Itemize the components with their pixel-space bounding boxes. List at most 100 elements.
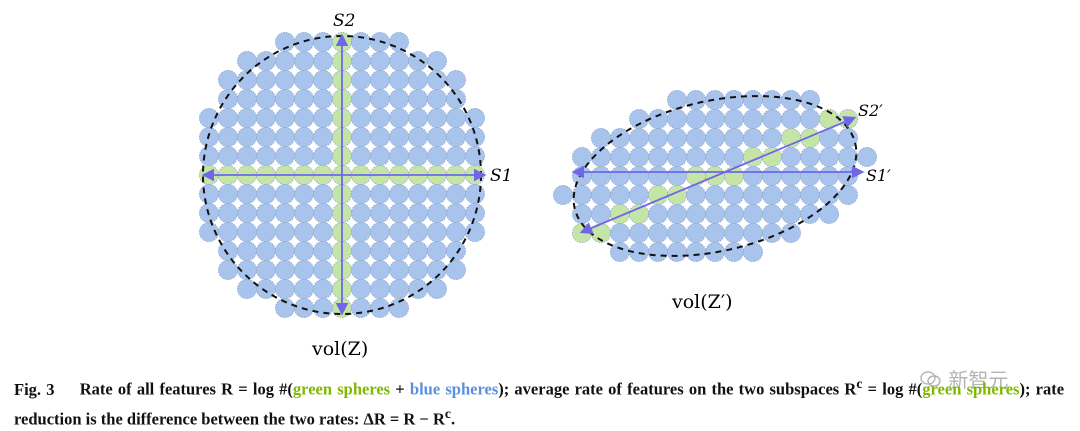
blue-sphere (388, 202, 409, 223)
blue-sphere (591, 127, 612, 148)
blue-sphere (236, 51, 257, 72)
blue-sphere (388, 108, 409, 129)
blue-sphere (407, 183, 428, 204)
blue-sphere (388, 278, 409, 299)
caption-rc-superscript-2: c (444, 405, 451, 421)
blue-sphere (426, 145, 447, 166)
blue-sphere (610, 165, 631, 186)
blue-sphere (293, 278, 314, 299)
blue-sphere (724, 127, 745, 148)
blue-sphere (217, 127, 238, 148)
blue-sphere (464, 127, 485, 148)
blue-sphere (236, 89, 257, 110)
blue-sphere (686, 109, 707, 130)
caption-plus: + (390, 379, 410, 399)
blue-sphere (350, 127, 371, 148)
blue-sphere (312, 240, 333, 261)
blue-sphere (369, 259, 390, 280)
blue-sphere (648, 222, 669, 243)
blue-sphere (198, 145, 219, 166)
blue-sphere (762, 203, 783, 224)
blue-sphere (350, 221, 371, 242)
blue-sphere (800, 165, 821, 186)
blue-sphere (369, 145, 390, 166)
blue-sphere (610, 241, 631, 262)
blue-sphere (838, 165, 859, 186)
green-sphere (686, 165, 707, 186)
blue-sphere (407, 127, 428, 148)
blue-sphere (388, 240, 409, 261)
left-sphere-packing-diagram: S2 S1 vol(Z) (198, 11, 512, 360)
blue-sphere (705, 241, 726, 262)
blue-sphere (762, 165, 783, 186)
blue-sphere (293, 145, 314, 166)
blue-sphere (781, 222, 802, 243)
blue-sphere (762, 90, 783, 111)
blue-sphere (648, 127, 669, 148)
blue-sphere (274, 278, 295, 299)
blue-sphere (217, 145, 238, 166)
blue-sphere (800, 184, 821, 205)
blue-sphere (686, 222, 707, 243)
blue-sphere (198, 183, 219, 204)
blue-sphere (610, 146, 631, 167)
blue-sphere (407, 221, 428, 242)
blue-sphere (293, 202, 314, 223)
blue-sphere (819, 165, 840, 186)
caption-tail: . (450, 409, 456, 428)
right-s1-label: S1′ (866, 166, 891, 185)
blue-sphere (445, 240, 466, 261)
blue-sphere (388, 127, 409, 148)
blue-sphere (610, 184, 631, 205)
watermark-text: 新智元 (948, 368, 1009, 392)
blue-sphere (686, 146, 707, 167)
blue-sphere (388, 183, 409, 204)
caption-rc-superscript: c (856, 376, 863, 391)
blue-sphere (255, 259, 276, 280)
blue-sphere (388, 70, 409, 91)
blue-sphere (350, 70, 371, 91)
blue-sphere (838, 146, 859, 167)
blue-sphere (293, 183, 314, 204)
blue-sphere (350, 51, 371, 72)
blue-sphere (407, 145, 428, 166)
green-sphere (648, 184, 669, 205)
blue-sphere (350, 145, 371, 166)
caption-rate-eq: R = log #( (221, 379, 293, 399)
blue-sphere (800, 146, 821, 167)
blue-sphere (743, 222, 764, 243)
blue-sphere (407, 70, 428, 91)
wechat-icon (920, 370, 941, 387)
blue-sphere (369, 51, 390, 72)
blue-sphere (350, 183, 371, 204)
blue-sphere (407, 108, 428, 129)
blue-sphere (350, 259, 371, 280)
blue-sphere (743, 241, 764, 262)
right-axis-s2 (579, 116, 857, 234)
blue-sphere (762, 184, 783, 205)
green-sphere (572, 222, 593, 243)
blue-sphere (312, 259, 333, 280)
blue-sphere (388, 145, 409, 166)
blue-sphere (572, 165, 593, 186)
caption-text-1: Rate of all features (79, 379, 216, 399)
caption-green-spheres: green spheres (292, 379, 391, 399)
left-s1-label: S1 (490, 166, 512, 186)
blue-sphere (388, 259, 409, 280)
blue-sphere (255, 127, 276, 148)
blue-sphere (819, 203, 840, 224)
blue-sphere (686, 127, 707, 148)
blue-sphere (293, 89, 314, 110)
blue-sphere (274, 70, 295, 91)
blue-sphere (312, 127, 333, 148)
blue-sphere (274, 183, 295, 204)
left-volume-label: vol(Z) (311, 338, 368, 360)
blue-sphere (743, 165, 764, 186)
blue-sphere (648, 241, 669, 262)
blue-sphere (312, 70, 333, 91)
blue-sphere (445, 221, 466, 242)
blue-sphere (781, 203, 802, 224)
caption-rc-eq: = log #( (862, 379, 923, 399)
blue-sphere (705, 109, 726, 130)
blue-sphere (350, 297, 371, 318)
